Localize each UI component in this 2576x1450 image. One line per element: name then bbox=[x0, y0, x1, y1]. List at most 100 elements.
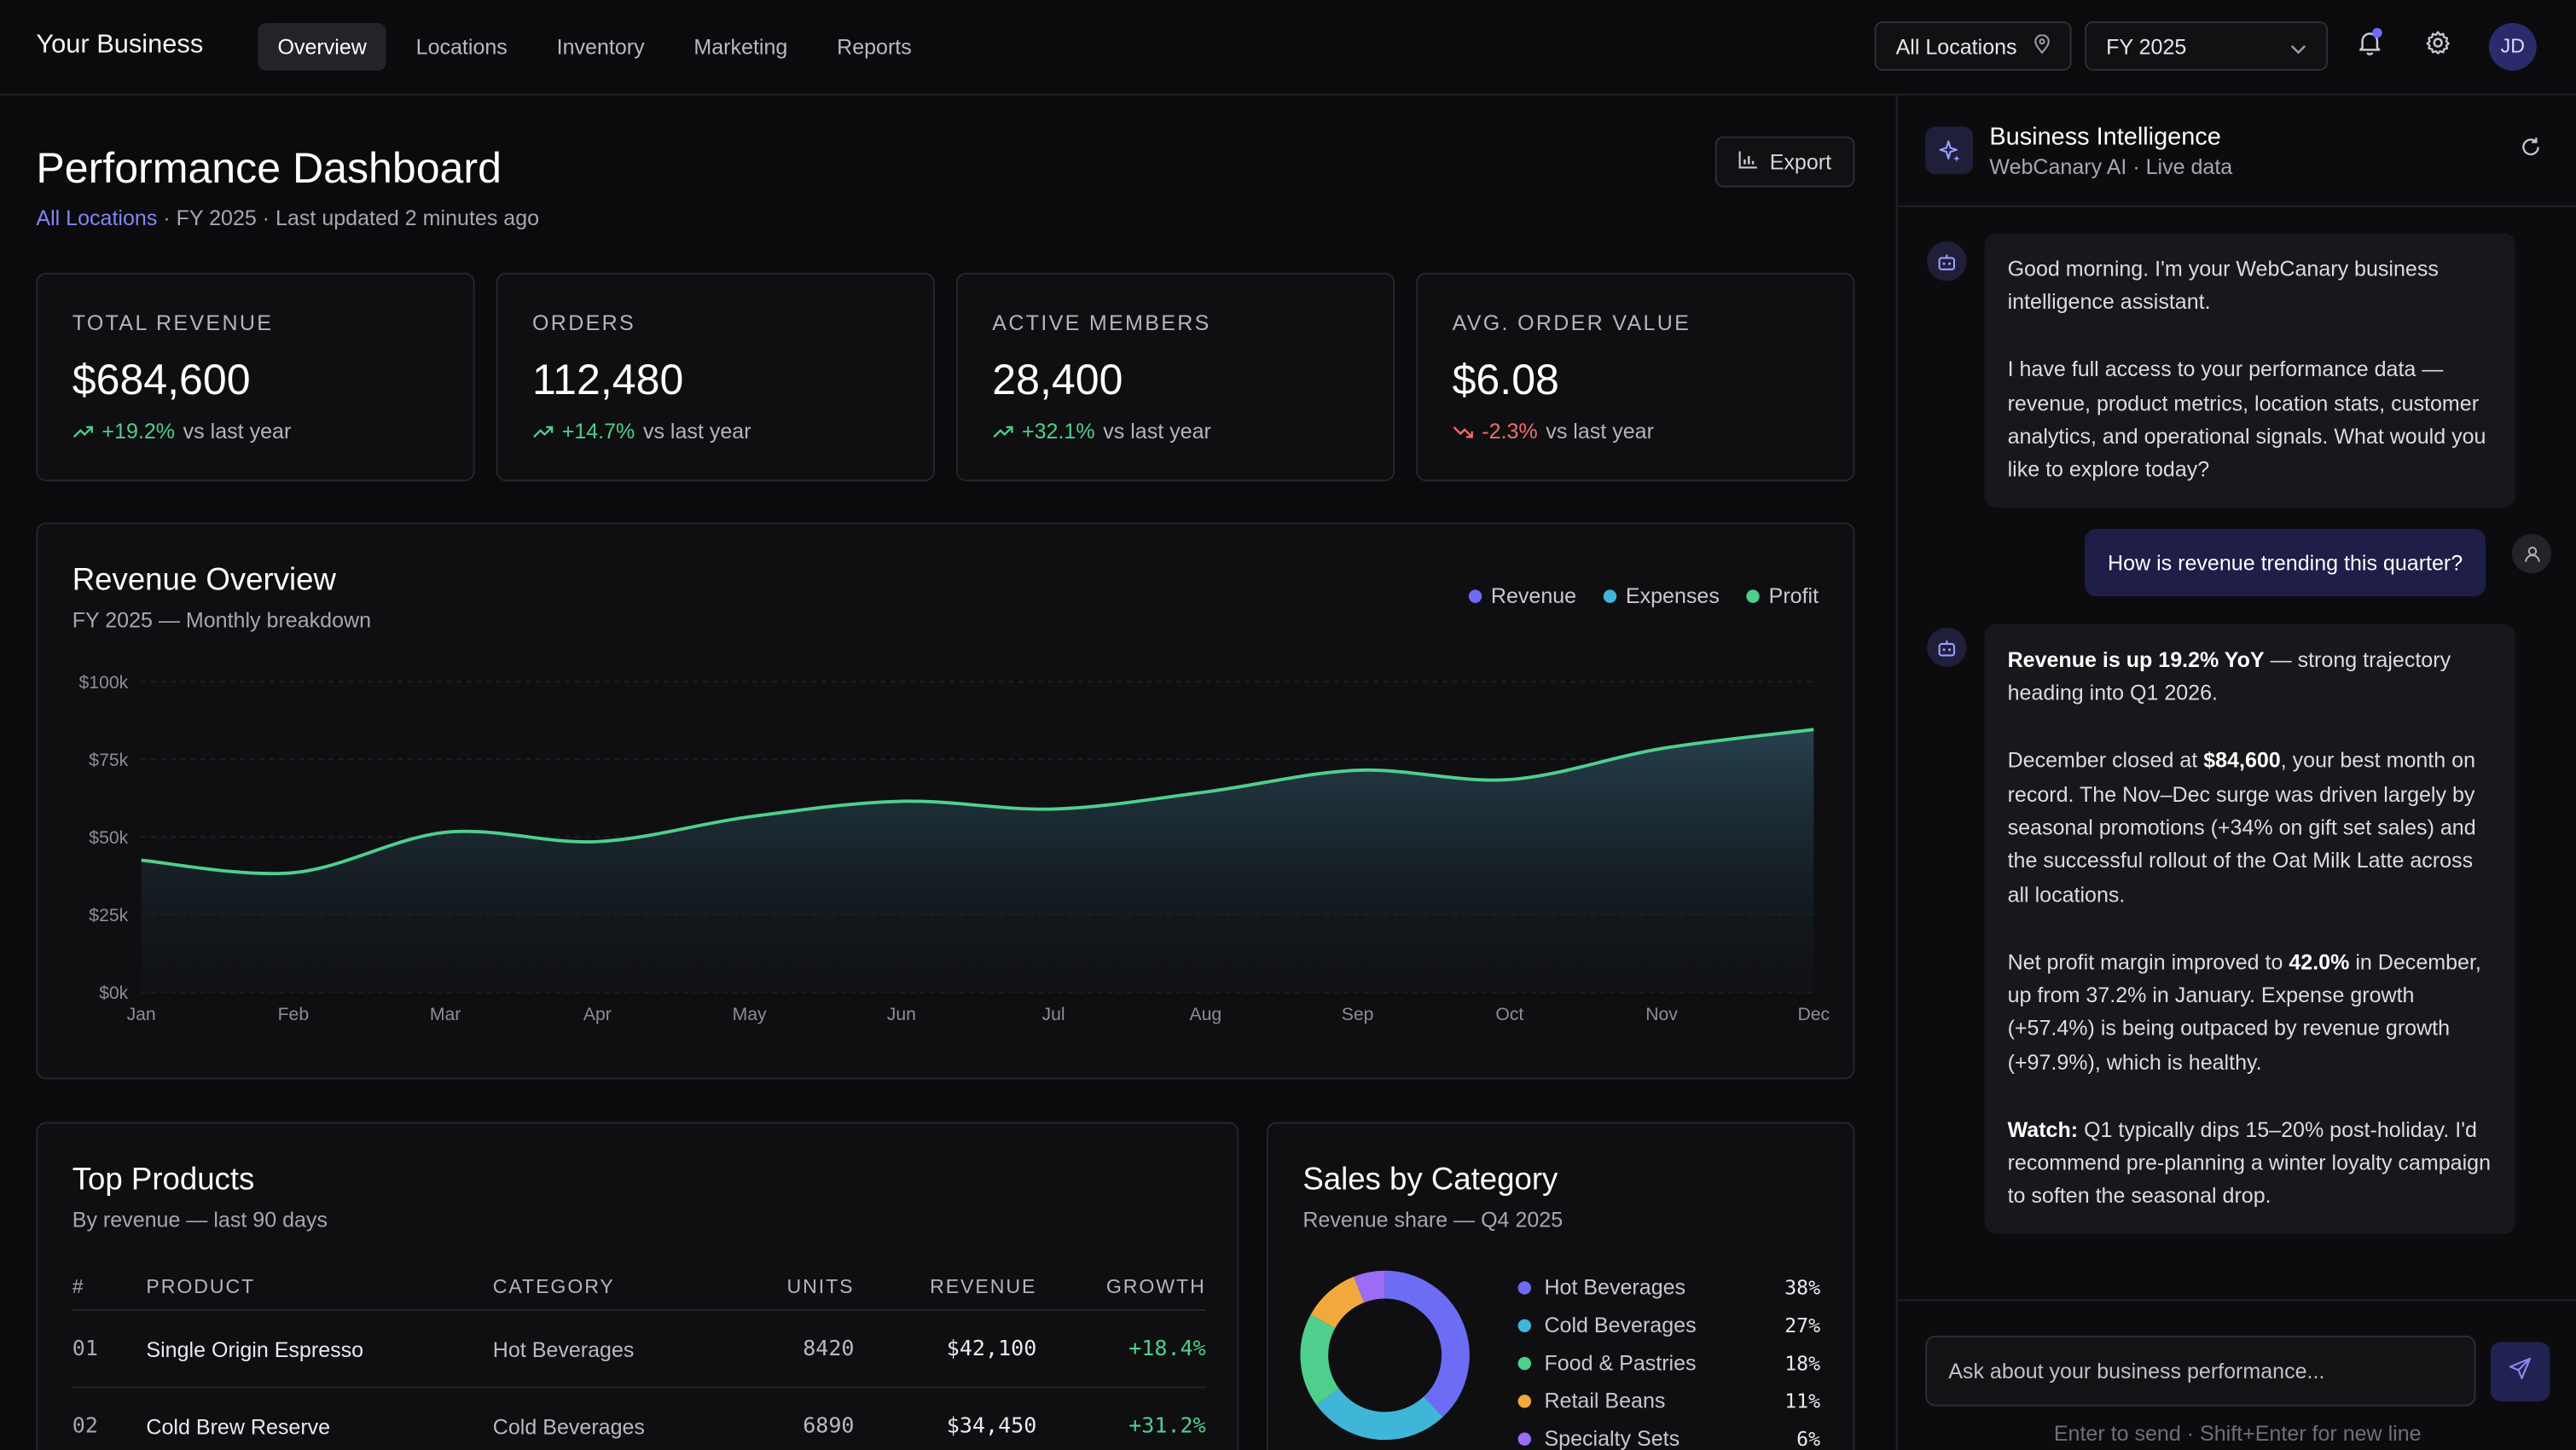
assistant-panel: Business Intelligence WebCanary AI · Liv… bbox=[1895, 95, 2576, 1450]
category-donut-chart bbox=[1300, 1270, 1470, 1441]
kpi-delta-suffix: vs last year bbox=[642, 419, 751, 444]
category-name: Specialty Sets bbox=[1544, 1425, 1680, 1450]
category-item[interactable]: Food & Pastries 18% bbox=[1517, 1343, 1820, 1381]
kpi-delta-value: +32.1% bbox=[1021, 419, 1095, 444]
locations-link[interactable]: All Locations bbox=[36, 205, 158, 230]
legend-label: Profit bbox=[1768, 583, 1819, 608]
sparkle-icon bbox=[1925, 126, 1974, 175]
category-pct: 38% bbox=[1784, 1275, 1821, 1299]
category-name: Cold Beverages bbox=[1544, 1312, 1697, 1337]
donut-slice[interactable] bbox=[1354, 1270, 1386, 1303]
data-point bbox=[1050, 806, 1057, 813]
table-row[interactable]: 01 Single Origin Espresso Hot Beverages … bbox=[72, 1311, 1206, 1389]
x-tick-label: Jan bbox=[127, 1005, 156, 1024]
export-button[interactable]: Export bbox=[1714, 136, 1855, 188]
donut-slice[interactable] bbox=[1310, 1276, 1365, 1329]
kpi-label: AVG. ORDER VALUE bbox=[1452, 310, 1691, 335]
kpi-delta-suffix: vs last year bbox=[1103, 419, 1211, 444]
col-header-revenue[interactable]: REVENUE bbox=[930, 1273, 1037, 1297]
category-dot bbox=[1517, 1394, 1532, 1407]
legend-label: Expenses bbox=[1625, 583, 1720, 608]
kpi-value: $6.08 bbox=[1452, 355, 1559, 404]
y-tick-label: $50k bbox=[89, 828, 128, 848]
card-subtitle: FY 2025 — Monthly breakdown bbox=[72, 607, 372, 633]
kpi-delta: +32.1% vs last year bbox=[992, 419, 1358, 444]
message-paragraph: Net profit margin improved to 42.0% in D… bbox=[2008, 946, 2492, 1080]
cell-growth: +31.2% bbox=[1128, 1413, 1206, 1439]
kpi-delta-suffix: vs last year bbox=[183, 419, 292, 444]
refresh-icon bbox=[2520, 136, 2541, 165]
col-header-product[interactable]: PRODUCT bbox=[146, 1273, 256, 1297]
kpi-delta-suffix: vs last year bbox=[1546, 419, 1654, 444]
year-select-value: FY 2025 bbox=[2106, 33, 2187, 59]
donut-slice[interactable] bbox=[1300, 1314, 1340, 1406]
kpi-card-members: ACTIVE MEMBERS 28,400 +32.1% vs last yea… bbox=[955, 272, 1395, 482]
legend-item-expenses[interactable]: Expenses bbox=[1602, 583, 1720, 608]
bold-text: 42.0% bbox=[2289, 948, 2350, 974]
message-paragraph: I have full access to your performance d… bbox=[2007, 357, 2486, 483]
main-nav: Overview Locations Inventory Marketing R… bbox=[258, 22, 931, 71]
message-paragraph: Revenue is up 19.2% YoY — strong traject… bbox=[2008, 644, 2492, 711]
bell-icon bbox=[2357, 29, 2382, 63]
send-button[interactable] bbox=[2490, 1342, 2550, 1401]
location-select[interactable]: All Locations bbox=[1874, 21, 2072, 71]
kpi-label: TOTAL REVENUE bbox=[72, 310, 274, 335]
category-dot bbox=[1517, 1280, 1532, 1294]
legend-dot bbox=[1467, 589, 1482, 602]
brand-name[interactable]: Your Business bbox=[36, 31, 204, 60]
card-subtitle: Revenue share — Q4 2025 bbox=[1303, 1207, 1564, 1232]
x-tick-label: Mar bbox=[430, 1005, 461, 1024]
nav-inventory[interactable]: Inventory bbox=[556, 34, 645, 60]
text: in December, up from 37.2% in January. E… bbox=[2007, 948, 2481, 1075]
user-icon bbox=[2511, 533, 2552, 574]
kpi-value: 112,480 bbox=[532, 355, 684, 404]
cell-revenue: $42,100 bbox=[946, 1336, 1037, 1361]
card-subtitle: By revenue — last 90 days bbox=[72, 1207, 328, 1232]
nav-reports[interactable]: Reports bbox=[837, 34, 912, 60]
refresh-button[interactable] bbox=[2520, 136, 2541, 166]
settings-button[interactable] bbox=[2410, 21, 2465, 71]
export-label: Export bbox=[1769, 149, 1832, 175]
category-item[interactable]: Specialty Sets 6% bbox=[1517, 1419, 1820, 1450]
top-products-card: Top Products By revenue — last 90 days #… bbox=[36, 1122, 1239, 1450]
category-name: Retail Beans bbox=[1544, 1388, 1666, 1413]
bot-icon bbox=[1927, 627, 1967, 667]
kpi-delta-value: +19.2% bbox=[102, 419, 176, 444]
table-row[interactable]: 02 Cold Brew Reserve Cold Beverages 6890… bbox=[73, 1388, 1206, 1450]
chat-input[interactable] bbox=[1925, 1335, 2476, 1406]
revenue-area-chart: $0k $25k $50k $75k $100k Jan Feb Mar Apr May Jun Ju… bbox=[79, 673, 1830, 1024]
page-title: Performance Dashboard bbox=[36, 142, 502, 193]
cell-num: 02 bbox=[72, 1413, 98, 1439]
bot-message-reply: Revenue is up 19.2% YoY — strong traject… bbox=[1984, 624, 2515, 1234]
text: Net profit margin improved to bbox=[2007, 948, 2289, 974]
category-item[interactable]: Cold Beverages 27% bbox=[1517, 1306, 1820, 1343]
cell-product: Single Origin Espresso bbox=[146, 1336, 364, 1361]
cell-product: Cold Brew Reserve bbox=[146, 1413, 331, 1439]
year-select[interactable]: FY 2025 bbox=[2085, 21, 2329, 71]
col-header-category[interactable]: CATEGORY bbox=[492, 1273, 615, 1297]
notifications-button[interactable] bbox=[2341, 21, 2397, 71]
bold-text: Watch: bbox=[2007, 1116, 2079, 1141]
category-item[interactable]: Retail Beans 11% bbox=[1517, 1382, 1820, 1419]
nav-locations[interactable]: Locations bbox=[415, 34, 508, 60]
donut-slice[interactable] bbox=[1384, 1270, 1470, 1418]
nav-marketing[interactable]: Marketing bbox=[693, 34, 788, 60]
legend-item-profit[interactable]: Profit bbox=[1745, 583, 1819, 608]
col-header-growth[interactable]: GROWTH bbox=[1105, 1273, 1206, 1297]
category-dot bbox=[1517, 1355, 1532, 1370]
bold-text: $84,600 bbox=[2203, 747, 2281, 773]
kpi-value: $684,600 bbox=[72, 355, 251, 404]
nav-overview[interactable]: Overview bbox=[258, 22, 386, 71]
kpi-delta-value: -2.3% bbox=[1482, 419, 1538, 444]
user-avatar[interactable]: JD bbox=[2488, 22, 2537, 70]
col-header-units[interactable]: UNITS bbox=[786, 1273, 855, 1297]
x-tick-label: Feb bbox=[278, 1005, 309, 1024]
donut-slice[interactable] bbox=[1316, 1388, 1443, 1441]
kpi-card-avg-order: AVG. ORDER VALUE $6.08 -2.3% vs last yea… bbox=[1416, 272, 1855, 482]
legend-item-revenue[interactable]: Revenue bbox=[1467, 583, 1576, 608]
cell-num: 01 bbox=[72, 1336, 98, 1361]
col-header-num[interactable]: # bbox=[72, 1273, 85, 1297]
kpi-delta: +19.2% vs last year bbox=[73, 419, 438, 444]
category-item[interactable]: Hot Beverages 38% bbox=[1517, 1268, 1821, 1306]
